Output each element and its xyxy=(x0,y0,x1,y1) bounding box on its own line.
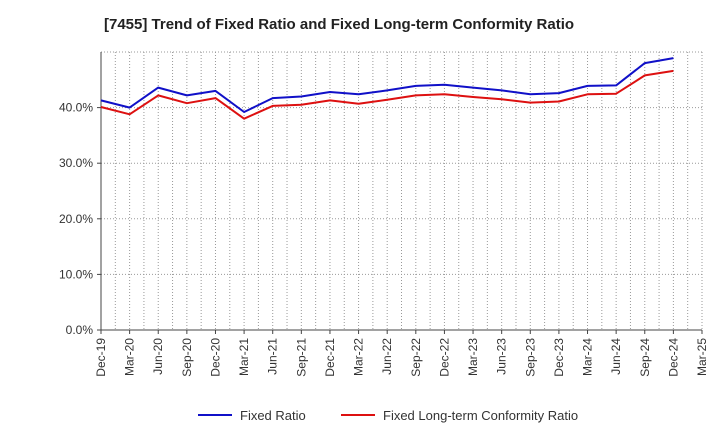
x-tick-label: Sep-24 xyxy=(638,338,652,377)
x-tick-label: Sep-20 xyxy=(180,338,194,377)
y-tick-label: 20.0% xyxy=(59,212,93,226)
x-tick-label: Sep-22 xyxy=(409,338,423,377)
legend-label: Fixed Long-term Conformity Ratio xyxy=(383,408,578,423)
chart-title: [7455] Trend of Fixed Ratio and Fixed Lo… xyxy=(104,16,575,33)
x-tick-label: Sep-23 xyxy=(523,338,537,377)
y-tick-label: 10.0% xyxy=(59,267,93,281)
x-tick-label: Jun-22 xyxy=(380,338,394,375)
x-tick-label: Sep-21 xyxy=(294,338,308,377)
x-tick-label: Mar-20 xyxy=(123,338,137,376)
x-tick-label: Dec-23 xyxy=(552,338,566,377)
legend-label: Fixed Ratio xyxy=(240,408,306,423)
chart-grid xyxy=(100,51,703,330)
x-tick-label: Dec-19 xyxy=(94,338,108,377)
x-tick-label: Mar-22 xyxy=(352,338,366,376)
x-tick-label: Mar-23 xyxy=(466,338,480,376)
x-tick-label: Jun-20 xyxy=(151,338,165,375)
x-tick-label: Dec-21 xyxy=(323,338,337,377)
y-tick-label: 30.0% xyxy=(59,156,93,170)
x-tick-label: Dec-24 xyxy=(666,338,680,377)
x-tick-label: Dec-20 xyxy=(208,338,222,377)
chart-axes xyxy=(100,52,702,331)
x-tick-label: Mar-25 xyxy=(695,338,709,376)
y-tick-label: 40.0% xyxy=(59,101,93,115)
chart-series xyxy=(100,57,674,120)
series-line-fixed-ratio xyxy=(100,57,674,113)
chart-legend: Fixed Ratio Fixed Long-term Conformity Ra… xyxy=(198,408,578,423)
x-tick-label: Mar-21 xyxy=(237,338,251,376)
x-axis-ticks: Dec-19 Mar-20 Jun-20 Sep-20 Dec-20 Mar-21 Jun-… xyxy=(94,330,709,377)
y-tick-label: 0.0% xyxy=(66,323,94,337)
y-axis-ticks: 0.0% 10.0% 20.0% 30.0% 40.0% xyxy=(59,101,101,337)
series-line-fixed-long-term-conformity-ratio xyxy=(100,69,674,120)
x-tick-label: Jun-24 xyxy=(609,338,623,375)
x-tick-label: Mar-24 xyxy=(581,338,595,376)
x-tick-label: Jun-21 xyxy=(266,338,280,375)
x-tick-label: Jun-23 xyxy=(495,338,509,375)
x-tick-label: Dec-22 xyxy=(437,338,451,377)
